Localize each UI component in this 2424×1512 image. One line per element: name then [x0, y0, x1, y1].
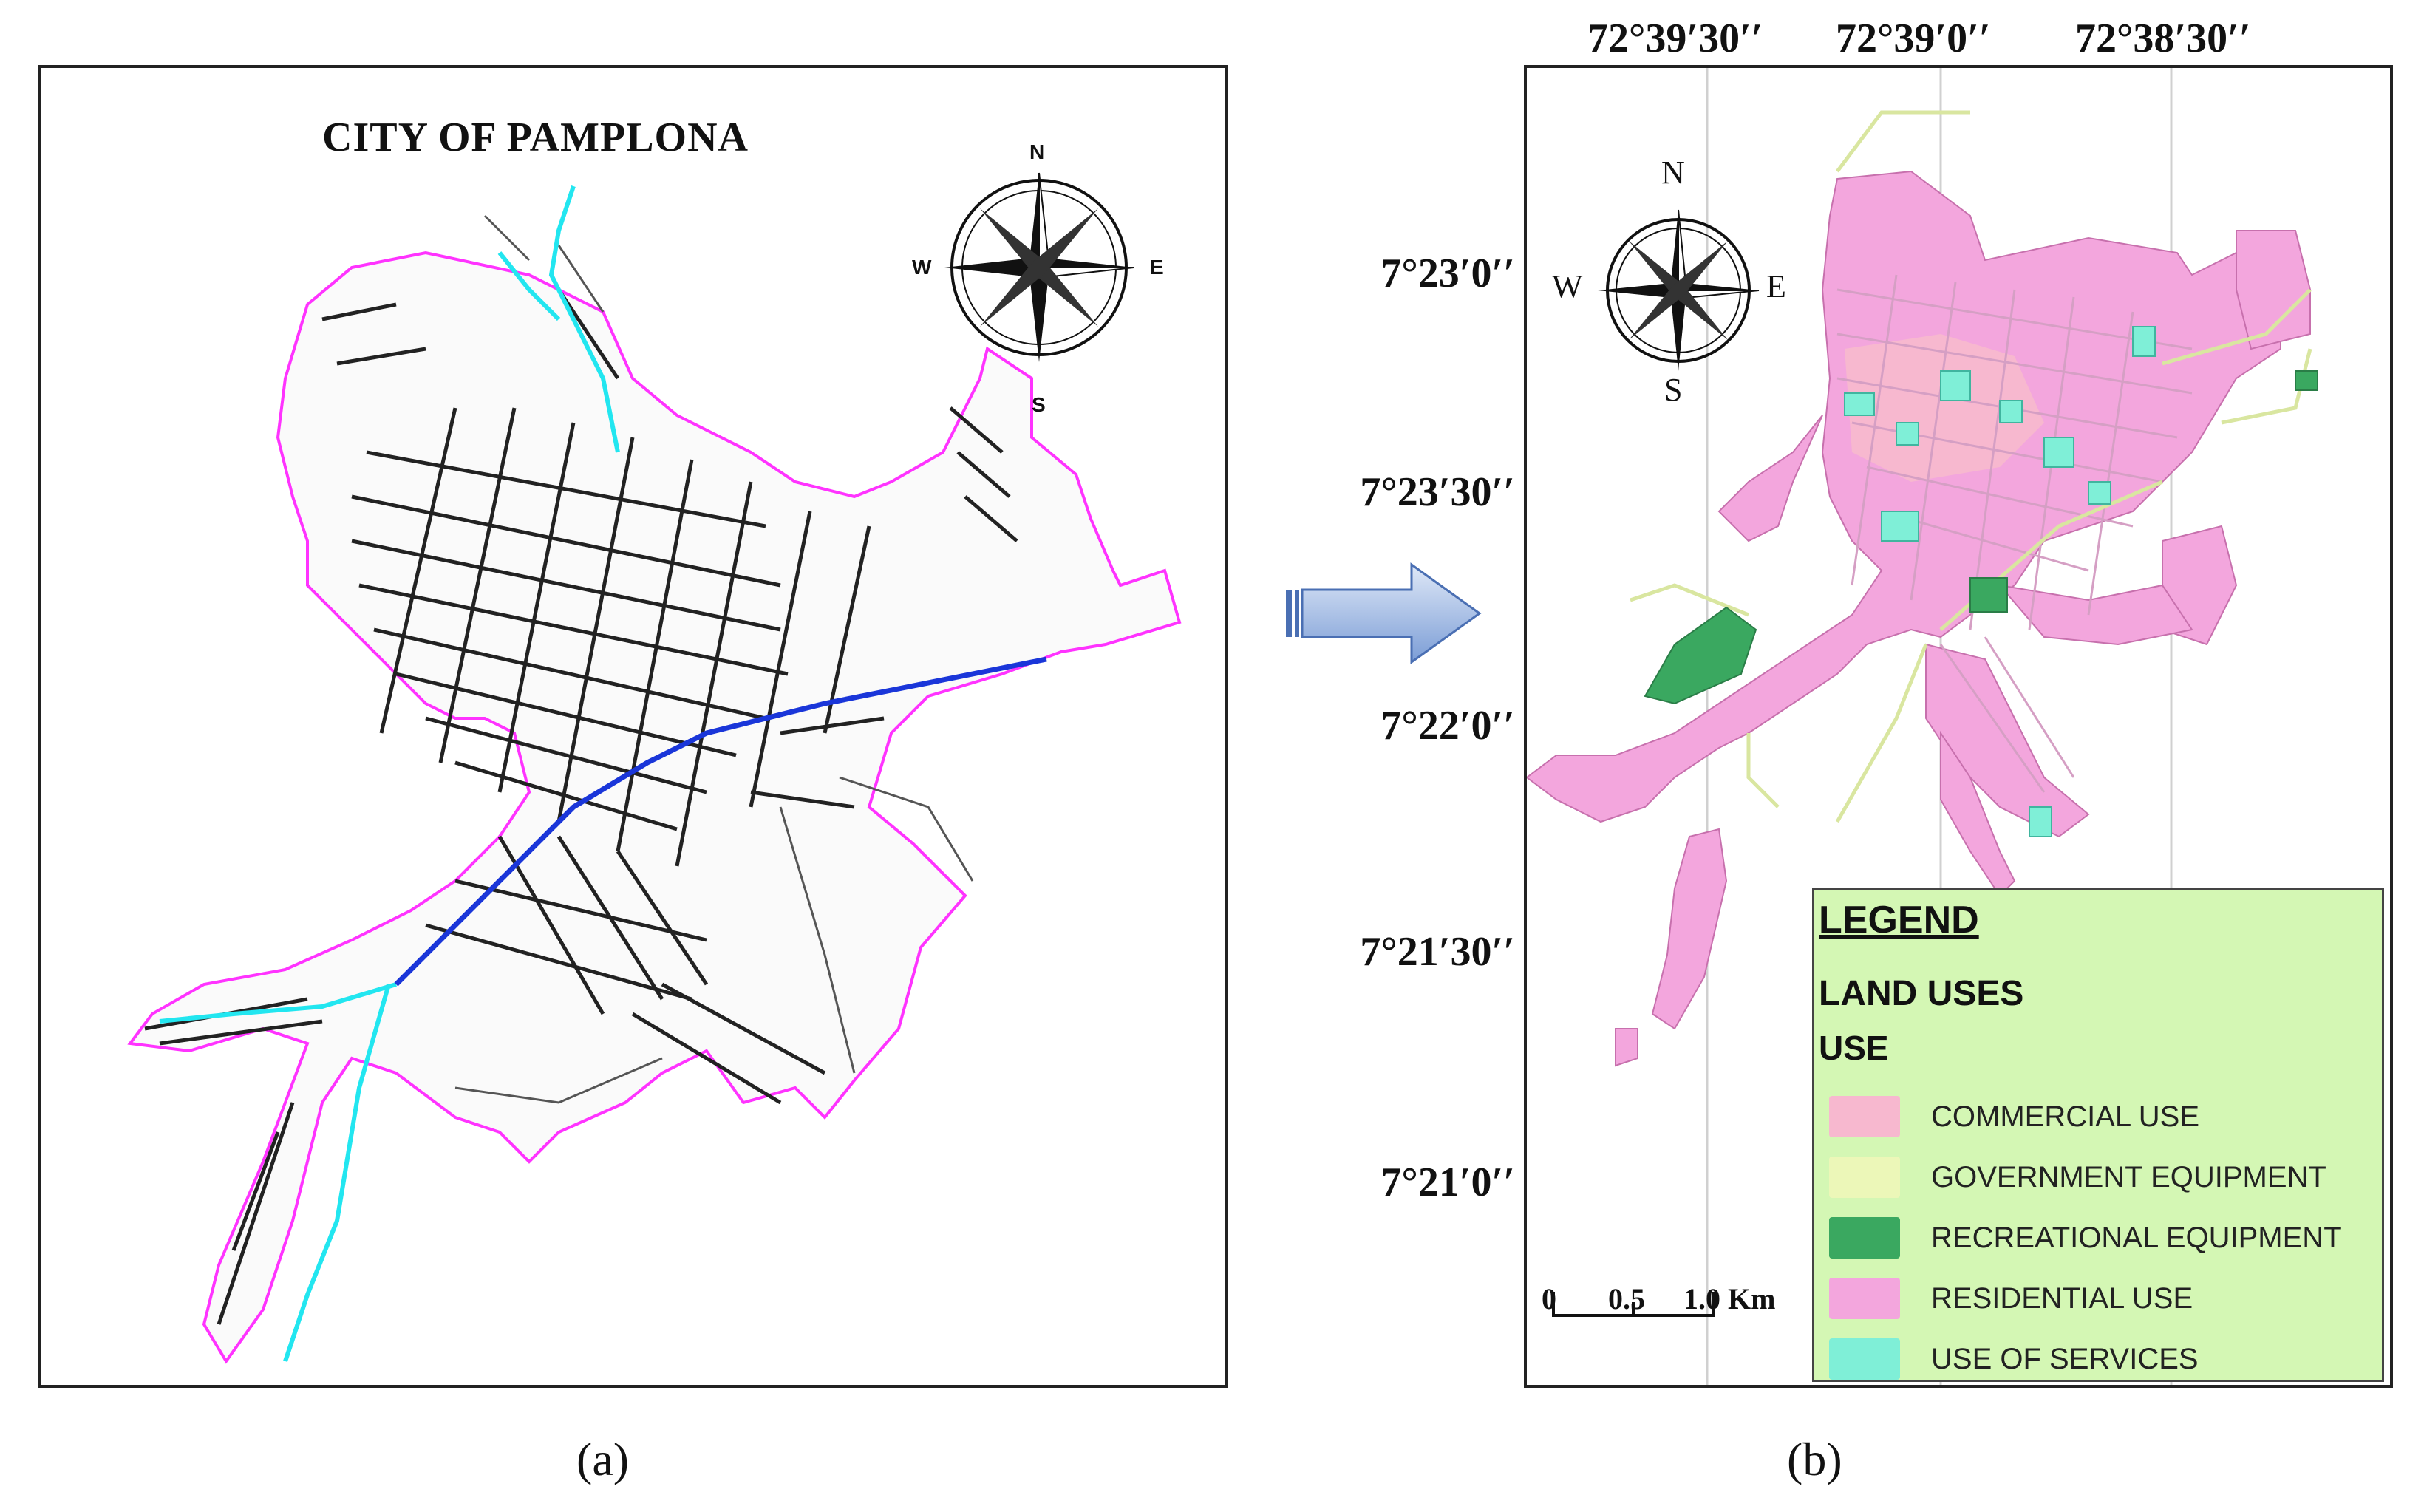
compass-west-label-b: W: [1552, 268, 1583, 304]
longitude-label-3: 72°38′30′′: [2075, 16, 2251, 61]
caption-a: (a): [576, 1433, 630, 1485]
legend-label: COMMERCIAL USE: [1931, 1100, 2200, 1133]
latitude-label-1: 7°23′0′′: [1380, 251, 1515, 296]
service-areas: [1844, 326, 2156, 837]
tributary-river-south: [283, 984, 391, 1362]
compass-south-label: S: [1032, 393, 1046, 416]
compass-east-label: E: [1150, 256, 1164, 279]
legend-field: USE: [1819, 1029, 1889, 1067]
caption-b: (b): [1787, 1433, 1842, 1485]
map-legend: LEGEND LAND USES USE COMMERCIAL USE GOVE…: [1812, 888, 2384, 1382]
tributary-river-west: [159, 982, 397, 1024]
land-use-map: [1527, 68, 2318, 1385]
city-street-map: [127, 185, 1182, 1364]
legend-item-residential: RESIDENTIAL USE: [1829, 1278, 2376, 1325]
compass-east-label-b: E: [1766, 268, 1786, 304]
legend-swatch: [1829, 1096, 1900, 1137]
latitude-label-5: 7°21′0′′: [1380, 1159, 1515, 1205]
scale-label-0: 0: [1542, 1282, 1556, 1315]
legend-item-commercial: COMMERCIAL USE: [1829, 1096, 2376, 1143]
compass-west-label: W: [912, 256, 932, 279]
tributary-river-north: [548, 185, 620, 453]
legend-swatch: [1829, 1338, 1900, 1380]
legend-label: USE OF SERVICES: [1931, 1343, 2199, 1375]
tributary-river-northwest: [497, 251, 561, 321]
legend-swatch: [1829, 1278, 1900, 1319]
main-river: [394, 656, 1047, 987]
secondary-roads: [454, 214, 974, 1104]
legend-item-services: USE OF SERVICES: [1829, 1338, 2376, 1386]
scale-bar: [1552, 1292, 1715, 1317]
recreational-areas: [1644, 370, 2318, 705]
legend-swatch: [1829, 1217, 1900, 1259]
legend-label: RECREATIONAL EQUIPMENT: [1931, 1222, 2342, 1254]
legend-subtitle: LAND USES: [1819, 974, 2024, 1013]
longitude-label-1: 72°39′30′′: [1587, 16, 1763, 61]
city-boundary: [127, 251, 1182, 1364]
map-title: CITY OF PAMPLONA: [322, 115, 749, 160]
latitude-label-2: 7°23′30′′: [1360, 469, 1515, 515]
panel-a-map-frame: CITY OF PAMPLONA: [38, 65, 1228, 1388]
legend-label: GOVERNMENT EQUIPMENT: [1931, 1161, 2326, 1193]
compass-south-label-b: S: [1664, 372, 1683, 408]
legend-title: LEGEND: [1819, 899, 1979, 941]
latitude-label-3: 7°22′0′′: [1380, 703, 1515, 749]
legend-swatch: [1829, 1157, 1900, 1198]
compass-rose-a: [944, 172, 1134, 362]
legend-label: RESIDENTIAL USE: [1931, 1282, 2193, 1315]
scale-label-one-km: 1.0 Km: [1683, 1282, 1776, 1315]
compass-north-label: N: [1029, 140, 1045, 163]
compass-north-label-b: N: [1661, 154, 1685, 191]
legend-item-government: GOVERNMENT EQUIPMENT: [1829, 1157, 2376, 1204]
latitude-label-4: 7°21′30′′: [1360, 929, 1515, 975]
transition-arrow: [1286, 562, 1482, 664]
longitude-label-2: 72°39′0′′: [1836, 16, 1991, 61]
compass-rose-b: [1598, 209, 1760, 371]
street-network: [144, 288, 1018, 1325]
scale-label-half: 0.5: [1608, 1282, 1645, 1315]
legend-item-recreational: RECREATIONAL EQUIPMENT: [1829, 1217, 2376, 1264]
